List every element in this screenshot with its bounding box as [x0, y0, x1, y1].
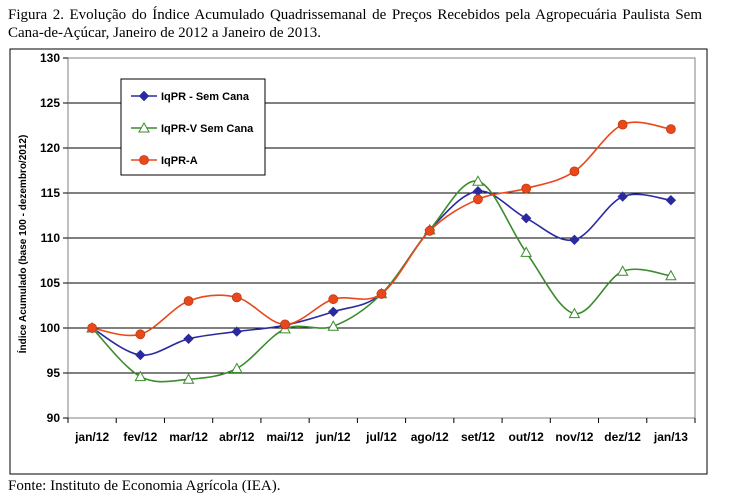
- x-tick-label: mai/12: [266, 430, 304, 444]
- data-point-triangle: [665, 269, 677, 281]
- data-point-circle: [569, 166, 580, 177]
- data-point-diamond: [328, 306, 339, 318]
- data-point-circle: [280, 319, 290, 330]
- chart-frame: [9, 48, 708, 475]
- y-tick-label: 100: [40, 321, 60, 335]
- legend-marker-triangle: [138, 121, 150, 133]
- legend-marker-diamond: [138, 90, 150, 102]
- data-point-circle: [617, 119, 628, 130]
- data-point-circle: [376, 288, 387, 299]
- data-point-circle: [328, 294, 339, 305]
- data-point-circle: [521, 183, 532, 194]
- y-tick-label: 120: [40, 141, 60, 155]
- data-point-circle: [135, 329, 146, 340]
- data-point-diamond: [231, 326, 243, 337]
- data-point-triangle: [568, 307, 581, 319]
- x-tick-label: abr/12: [219, 430, 255, 444]
- x-axis: jan/12 fev/12 mar/12 abr/12 mai/12 jun/12 jul/…: [67, 418, 696, 444]
- data-point-triangle: [230, 362, 243, 373]
- x-tick-label: ago/12: [411, 430, 449, 444]
- data-point-triangle: [472, 175, 484, 186]
- data-point-diamond: [520, 212, 532, 224]
- data-point-triangle: [616, 265, 629, 276]
- x-tick-label: jan/12: [74, 430, 109, 444]
- y-tick-label: 95: [47, 366, 61, 380]
- legend-item: IqPR-V Sem Cana: [131, 121, 254, 135]
- x-tick-label: out/12: [509, 430, 545, 444]
- x-tick-label: set/12: [461, 430, 495, 444]
- data-point-circle: [183, 296, 194, 306]
- legend-item: IqPR-A: [131, 155, 198, 167]
- data-point-circle: [87, 323, 98, 333]
- x-tick-label: dez/12: [604, 430, 641, 444]
- y-tick-label: 110: [41, 231, 61, 245]
- x-tick-label: jan/13: [653, 430, 688, 444]
- data-point-diamond: [665, 194, 677, 206]
- x-tick-label: mar/12: [169, 430, 208, 444]
- series-circle: [87, 119, 676, 340]
- series-group: [86, 119, 677, 384]
- x-tick-label: jul/12: [365, 430, 397, 444]
- x-tick-label: fev/12: [123, 430, 157, 444]
- data-point-triangle: [327, 320, 340, 331]
- y-tick-label: 105: [40, 276, 60, 290]
- y-axis: 90 95 100 105 110 115 120 125 130: [40, 51, 68, 425]
- legend-label: IqPR-V Sem Cana: [161, 123, 254, 135]
- y-tick-label: 90: [47, 411, 61, 425]
- y-tick-label: 115: [41, 186, 61, 200]
- y-axis-label: Índice Acumulado (base 100 - dezembro/20…: [16, 135, 29, 354]
- legend-label: IqPR-A: [161, 155, 198, 167]
- source-note: Fonte: Instituto de Economia Agrícola (I…: [8, 478, 281, 494]
- y-tick-label: 130: [40, 51, 60, 65]
- data-point-triangle: [520, 246, 533, 257]
- data-point-diamond: [135, 349, 146, 361]
- data-point-circle: [665, 124, 676, 135]
- data-point-triangle: [134, 370, 147, 382]
- y-tick-label: 125: [40, 96, 60, 110]
- legend-marker-circle: [139, 155, 149, 165]
- figure-caption: Figura 2. Evolução do Índice Acumulado Q…: [8, 7, 702, 41]
- legend-label: IqPR - Sem Cana: [161, 91, 250, 103]
- x-tick-label: jun/12: [315, 430, 351, 444]
- legend-item: IqPR - Sem Cana: [131, 90, 250, 103]
- data-point-circle: [473, 194, 483, 205]
- data-point-diamond: [183, 333, 194, 345]
- data-point-diamond: [617, 191, 628, 202]
- x-tick-label: nov/12: [555, 430, 593, 444]
- data-point-circle: [424, 225, 435, 236]
- legend: IqPR - Sem Cana IqPR-V Sem Cana IqPR-A: [120, 78, 266, 176]
- data-point-diamond: [569, 234, 580, 246]
- data-point-circle: [231, 292, 242, 303]
- data-point-triangle: [182, 373, 195, 384]
